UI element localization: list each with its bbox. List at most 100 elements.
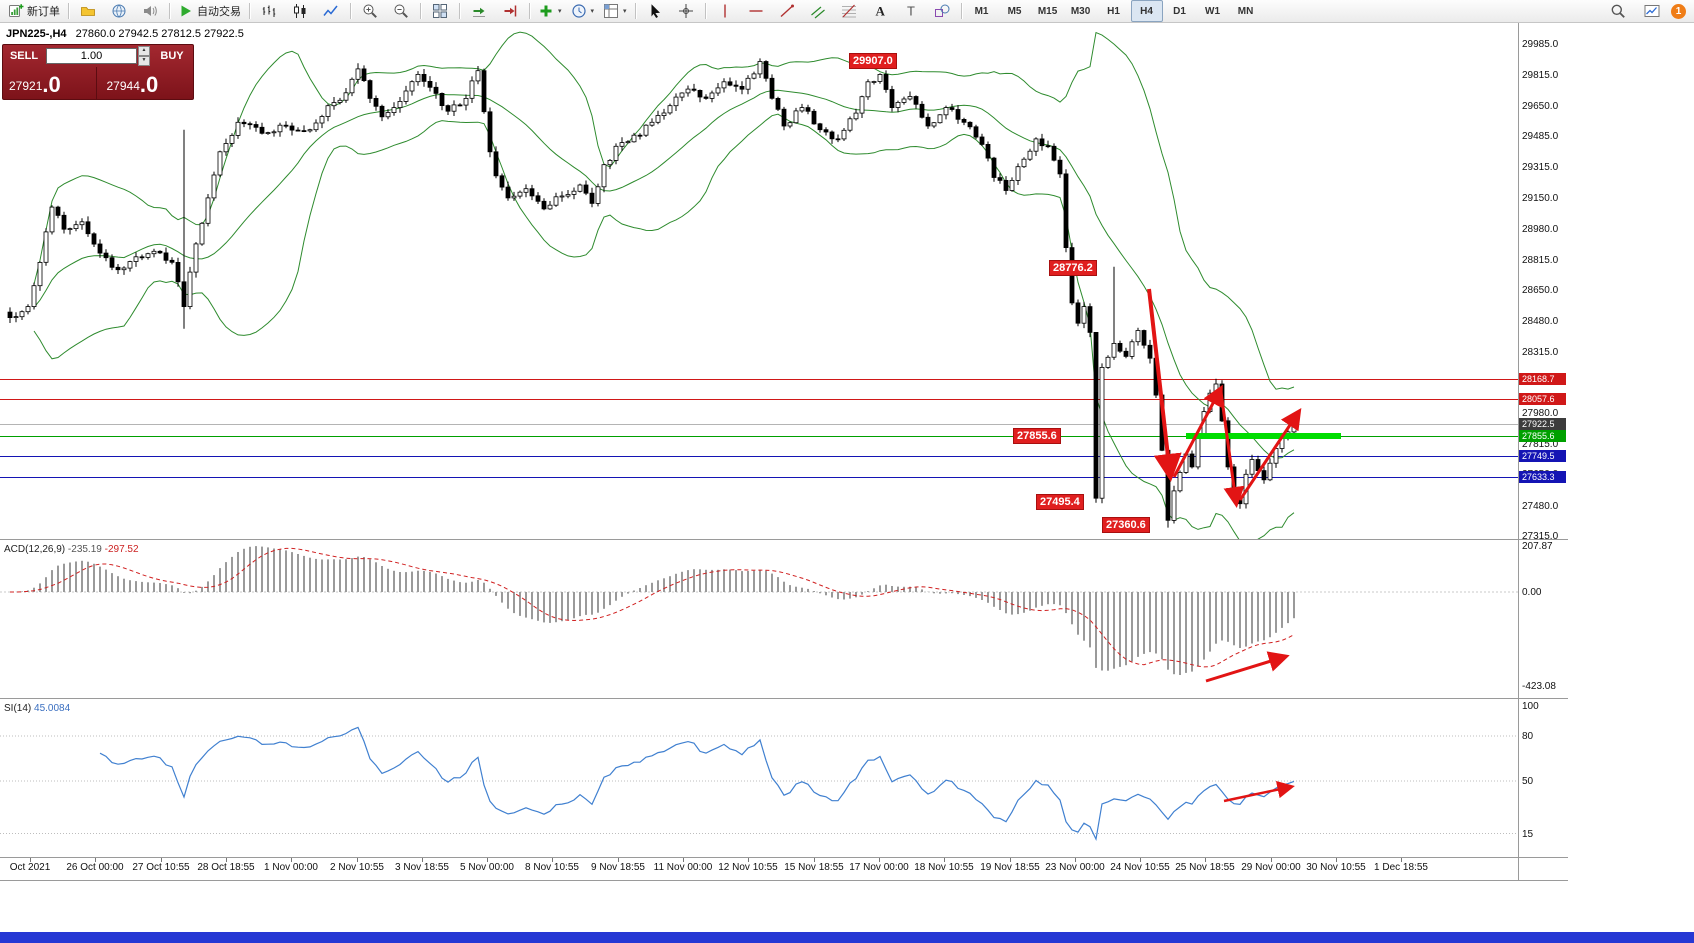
thick-green-line[interactable] — [1186, 433, 1341, 439]
status-bar — [0, 932, 1694, 943]
chart-search-button[interactable] — [1637, 0, 1667, 22]
toolbar-separator — [960, 3, 962, 19]
community-button[interactable] — [104, 0, 134, 22]
timeframe-m30-button[interactable]: M30 — [1070, 5, 1091, 17]
cursor-icon — [647, 3, 663, 19]
timeframe-m5-button[interactable]: M5 — [1007, 5, 1022, 17]
magnifier-icon — [1610, 3, 1626, 19]
price-annotation[interactable]: 28776.2 — [1049, 260, 1097, 276]
sell-price[interactable]: 27921.0 — [3, 67, 96, 99]
sell-price-int: 27921 — [9, 79, 43, 93]
timeframe-mn-button[interactable]: MN — [1237, 5, 1254, 17]
timeframe-h1-button[interactable]: H1 — [1107, 5, 1120, 17]
horizontal-line[interactable] — [0, 424, 1518, 425]
price-scale-label: 27315.0 — [1522, 531, 1559, 542]
price-tag: 28168.7 — [1519, 373, 1566, 385]
timeframe-m1-button[interactable]: M1 — [974, 5, 989, 17]
trend-arrow[interactable] — [1205, 651, 1290, 683]
horizontal-line[interactable] — [0, 379, 1518, 380]
bars-icon — [261, 3, 277, 19]
new-order-button[interactable]: 新订单 — [4, 0, 64, 22]
panel-separator[interactable] — [0, 698, 1568, 699]
price-annotation[interactable]: 27495.4 — [1036, 494, 1084, 510]
line-chart-button[interactable] — [316, 0, 346, 22]
shapes-button[interactable] — [927, 0, 957, 22]
fibonacci-button[interactable] — [834, 0, 864, 22]
time-tick — [30, 858, 31, 862]
shift-icon — [502, 3, 518, 19]
buy-price[interactable]: 27944.0 — [95, 67, 194, 99]
templates-button[interactable]: ▾ — [599, 0, 631, 22]
trend-arrow[interactable] — [1219, 391, 1245, 508]
label-button[interactable]: T — [896, 0, 926, 22]
macd-scale-label: 207.87 — [1522, 541, 1553, 552]
notifications-badge[interactable]: 1 — [1671, 3, 1686, 19]
horizontal-line[interactable] — [0, 456, 1518, 457]
chart-find-icon — [1644, 3, 1660, 19]
chart-ohlc-values: 27860.0 27942.5 27812.5 27922.5 — [75, 28, 244, 40]
price-annotation[interactable]: 27855.6 — [1013, 428, 1061, 444]
linechart-icon — [323, 3, 339, 19]
doc-plus-icon — [8, 3, 24, 19]
price-scale-label: 29650.0 — [1522, 101, 1559, 112]
crosshair-icon — [678, 3, 694, 19]
candlestick-chart-button[interactable] — [285, 0, 315, 22]
panel-separator[interactable] — [0, 539, 1568, 540]
one-click-trading-widget: SELL ▲ ▼ BUY 27921.0 27944.0 — [2, 44, 194, 100]
auto-trading-button[interactable]: 自动交易 — [174, 0, 245, 22]
tile-windows-button[interactable] — [425, 0, 455, 22]
chart-symbol-period: JPN225-,H4 — [6, 28, 67, 40]
time-tick — [1075, 858, 1076, 862]
horizontal-line[interactable] — [0, 399, 1518, 400]
price-annotation[interactable]: 29907.0 — [849, 53, 897, 69]
volume-input[interactable] — [46, 48, 137, 64]
periods-button[interactable]: ▾ — [567, 0, 599, 22]
bar-chart-button[interactable] — [254, 0, 284, 22]
zoom-in-button[interactable] — [355, 0, 385, 22]
cursor-button[interactable] — [640, 0, 670, 22]
text-button[interactable]: A — [865, 0, 895, 22]
toolbar-separator — [169, 3, 170, 19]
trendline-button[interactable] — [772, 0, 802, 22]
timeframe-w1-button[interactable]: W1 — [1205, 5, 1221, 17]
trend-arrow[interactable] — [1147, 288, 1182, 482]
buy-button[interactable]: BUY — [160, 50, 184, 62]
channel-icon — [810, 3, 826, 19]
panel-separator[interactable] — [0, 857, 1568, 858]
sounds-button[interactable] — [135, 0, 165, 22]
label-icon: T — [903, 3, 919, 19]
indicators-button[interactable]: ▾ — [534, 0, 566, 22]
auto-scroll-button[interactable] — [464, 0, 494, 22]
macd-scale-label: -423.08 — [1522, 681, 1556, 692]
time-tick — [161, 858, 162, 862]
channel-button[interactable] — [803, 0, 833, 22]
time-axis-label: 11 Nov 00:00 — [653, 862, 713, 873]
timeframe-d1-button[interactable]: D1 — [1173, 5, 1186, 17]
time-axis-label: 8 Nov 10:55 — [525, 862, 579, 873]
volume-up-button[interactable]: ▲ — [138, 46, 150, 56]
zoom-out-button[interactable] — [386, 0, 416, 22]
volume-down-button[interactable]: ▼ — [138, 56, 150, 66]
trend-arrow[interactable] — [1223, 781, 1295, 803]
timeframe-m15-button[interactable]: M15 — [1037, 5, 1058, 17]
chart-shift-button[interactable] — [495, 0, 525, 22]
time-axis-label: 17 Nov 00:00 — [849, 862, 909, 873]
horizontal-line[interactable] — [0, 477, 1518, 478]
folder-icon — [80, 3, 96, 19]
price-annotation[interactable]: 27360.6 — [1102, 517, 1150, 533]
sell-button[interactable]: SELL — [9, 50, 39, 62]
horizontal-line-button[interactable] — [741, 0, 771, 22]
vertical-line-button[interactable] — [710, 0, 740, 22]
price-scale-label: 29150.0 — [1522, 193, 1559, 204]
time-tick — [357, 858, 358, 862]
profiles-button[interactable] — [73, 0, 103, 22]
crosshair-button[interactable] — [671, 0, 701, 22]
fibo-icon — [841, 3, 857, 19]
search-button[interactable] — [1603, 0, 1633, 22]
toolbar-separator — [249, 3, 250, 19]
timeframe-h4-button[interactable]: H4 — [1130, 0, 1163, 22]
